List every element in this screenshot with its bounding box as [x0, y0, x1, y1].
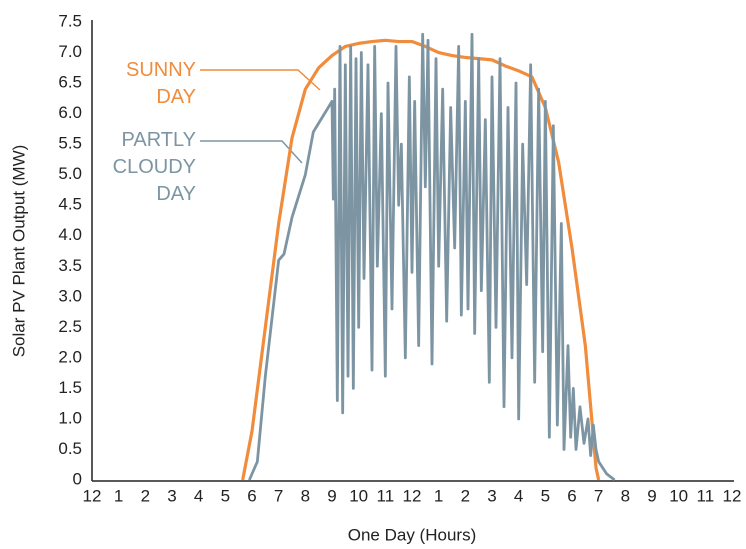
x-tick-label: 10 — [669, 486, 688, 505]
x-tick-label: 6 — [567, 486, 576, 505]
y-tick-label: 1.5 — [58, 378, 82, 397]
x-tick-label: 11 — [697, 486, 715, 505]
x-tick-label: 10 — [349, 486, 368, 505]
series-label: SUNNY DAY — [125, 59, 196, 108]
x-tick-label: 9 — [647, 486, 656, 505]
y-axis-title: Solar PV Plant Output (MW) — [9, 145, 28, 358]
series-label: PARTLY CLOUDY DAY — [112, 129, 196, 205]
x-tick-label: 6 — [247, 486, 256, 505]
y-tick-label: 0.5 — [58, 439, 82, 458]
x-tick-label: 8 — [621, 486, 630, 505]
x-tick-label: 5 — [221, 486, 230, 505]
y-tick-label: 3.0 — [58, 286, 82, 305]
x-tick-label: 7 — [274, 486, 283, 505]
y-tick-label: 1.0 — [58, 408, 82, 427]
y-tick-label: 4.0 — [58, 225, 82, 244]
y-tick-label: 5.5 — [58, 134, 82, 153]
x-tick-label: 4 — [514, 486, 523, 505]
series-line — [241, 38, 601, 481]
series-line — [248, 32, 616, 482]
y-tick-label: 6.5 — [58, 73, 82, 92]
y-tick-label: 0 — [73, 469, 82, 488]
y-tick-label: 3.5 — [58, 256, 82, 275]
y-tick-label: 5.0 — [58, 164, 82, 183]
x-axis-title: One Day (Hours) — [348, 525, 476, 544]
y-tick-label: 2.0 — [58, 347, 82, 366]
y-tick-label: 4.5 — [58, 195, 82, 214]
x-tick-label: 7 — [594, 486, 603, 505]
y-tick-label: 7.5 — [58, 11, 82, 30]
x-tick-label: 9 — [327, 486, 336, 505]
x-tick-label: 11 — [377, 486, 395, 505]
y-tick-label: 7.0 — [58, 42, 82, 61]
x-tick-label: 3 — [167, 486, 176, 505]
y-tick-label: 2.5 — [58, 317, 82, 336]
x-tick-label: 1 — [114, 486, 123, 505]
x-tick-label: 12 — [83, 486, 102, 505]
x-tick-label: 5 — [541, 486, 550, 505]
x-tick-label: 2 — [461, 486, 470, 505]
x-tick-label: 8 — [301, 486, 310, 505]
y-tick-label: 6.0 — [58, 103, 82, 122]
leader-line — [200, 140, 303, 164]
leader-line — [200, 69, 321, 91]
x-tick-label: 12 — [403, 486, 422, 505]
x-tick-label: 3 — [487, 486, 496, 505]
x-tick-label: 1 — [434, 486, 443, 505]
x-tick-label: 4 — [194, 486, 203, 505]
x-tick-label: 12 — [723, 486, 742, 505]
x-tick-label: 2 — [141, 486, 150, 505]
